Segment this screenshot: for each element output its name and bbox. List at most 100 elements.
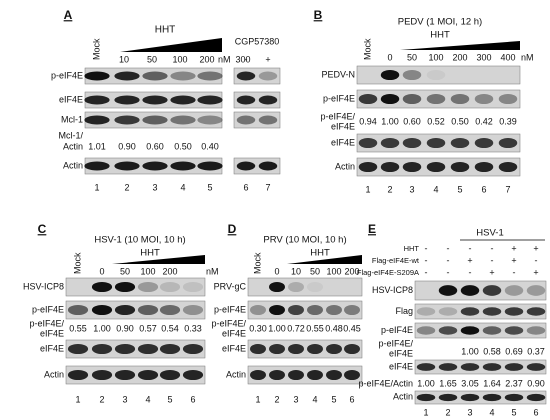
band [288, 369, 304, 381]
label: p-eIF4E/ [378, 338, 413, 348]
label: Actin [63, 141, 83, 151]
label: 5 [167, 394, 172, 404]
panel-label: C [38, 222, 47, 236]
band [402, 137, 422, 149]
panel-label: B [314, 8, 323, 22]
label: 3.05 [461, 378, 479, 388]
label: 50 [310, 266, 320, 276]
band [482, 393, 502, 402]
band [504, 363, 524, 371]
label: 200 [199, 54, 214, 64]
label: 0.42 [475, 116, 493, 126]
band [236, 71, 256, 81]
dose-triangle [112, 255, 205, 264]
label: eIF4E [389, 348, 413, 358]
label: Mock [72, 252, 82, 274]
label: 0.45 [343, 323, 361, 333]
label: - [245, 54, 248, 64]
label: 4 [145, 394, 150, 404]
label: 100 [428, 52, 443, 62]
band [114, 343, 136, 355]
band [380, 93, 400, 105]
band [236, 95, 256, 105]
band [416, 363, 436, 371]
label: Flag-eIF4E-S209A [357, 268, 419, 277]
band [460, 363, 480, 371]
label: - [469, 267, 472, 277]
band [269, 343, 285, 355]
band [326, 369, 342, 381]
label: 1 [423, 407, 428, 417]
band [358, 161, 378, 173]
band [526, 285, 546, 296]
label: 3 [467, 407, 472, 417]
label: 0.54 [161, 323, 179, 333]
band [307, 304, 323, 316]
band [344, 343, 360, 355]
panel-label: E [368, 222, 376, 236]
label: 3 [122, 394, 127, 404]
label: + [511, 255, 516, 265]
label: 1.00 [93, 323, 111, 333]
label: 6 [533, 407, 538, 417]
label: 0.69 [505, 346, 523, 356]
band [380, 161, 400, 173]
band [416, 393, 436, 402]
band [358, 93, 378, 105]
label: p-eIF4E [214, 304, 246, 314]
label: 400 [500, 52, 515, 62]
label: 4 [180, 182, 185, 192]
band [526, 326, 546, 335]
label: 5 [511, 407, 516, 417]
label: 1.00 [417, 378, 435, 388]
band [159, 281, 181, 293]
band [170, 95, 196, 105]
band [438, 285, 458, 296]
label: Actin [44, 369, 64, 379]
label: eIF4E [40, 343, 64, 353]
band [426, 93, 446, 105]
blot [356, 65, 521, 85]
label: 4 [433, 184, 438, 194]
band [114, 71, 140, 81]
band [307, 281, 323, 293]
band [197, 161, 223, 171]
band [474, 93, 494, 105]
label: nM [521, 52, 534, 62]
treatment: HHT [310, 248, 330, 259]
band [526, 363, 546, 371]
label: Actin [226, 369, 246, 379]
label: Flag-eIF4E-wt [372, 256, 420, 265]
band [84, 161, 110, 171]
label: 0.30 [249, 323, 267, 333]
label: 0.40 [201, 141, 219, 151]
label: 200 [452, 52, 467, 62]
band [460, 307, 480, 316]
label: eIF4E [222, 343, 246, 353]
band [526, 393, 546, 402]
label: 0.48 [325, 323, 343, 333]
band [380, 137, 400, 149]
label: eIF4E [389, 361, 413, 371]
label: 1.00 [381, 116, 399, 126]
label: 2 [124, 182, 129, 192]
label: 200 [344, 266, 359, 276]
band [307, 369, 323, 381]
label: 2 [445, 407, 450, 417]
label: 50 [407, 52, 417, 62]
band [438, 307, 458, 316]
label: eIF4E [331, 121, 355, 131]
label: 200 [162, 266, 177, 276]
label: 3 [152, 182, 157, 192]
band [426, 137, 446, 149]
band [307, 343, 323, 355]
label: PEDV-N [321, 69, 355, 79]
label: 0.55 [306, 323, 324, 333]
band [258, 95, 278, 105]
band [114, 369, 136, 381]
band [137, 281, 159, 293]
band [380, 69, 400, 81]
band [142, 71, 168, 81]
label: p-eIF4E [381, 325, 413, 335]
blot [247, 277, 363, 297]
